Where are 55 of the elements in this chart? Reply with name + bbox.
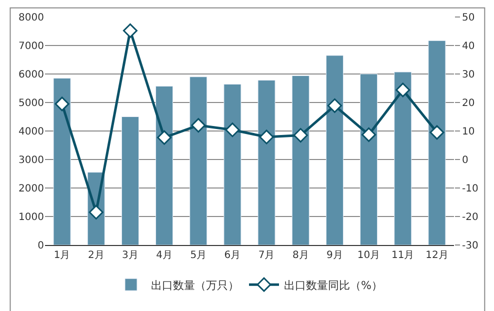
- x-tick-label: 1月: [54, 250, 70, 261]
- y2-tick-label: -10: [462, 184, 478, 194]
- bar: [428, 40, 446, 245]
- point: [327, 98, 342, 113]
- bar: [292, 75, 310, 245]
- y2-tick-label: 40: [462, 41, 475, 52]
- y2-tick-label: 30: [462, 70, 475, 80]
- y2-tick-label: 10: [462, 126, 475, 138]
- point: [191, 118, 206, 133]
- y2-tick-label: 50: [462, 12, 475, 24]
- y2-tick-label: -30: [462, 240, 478, 252]
- legend-label: 出口数量（万只）: [151, 278, 239, 292]
- y-tick-label: 6000: [18, 70, 44, 80]
- point: [54, 96, 70, 112]
- bar: [258, 80, 276, 245]
- y2-tick-label: 20: [462, 98, 475, 109]
- x-tick-label: 2月: [88, 250, 104, 261]
- x-tick-label: 3月: [122, 250, 138, 261]
- bar: [360, 74, 378, 245]
- y2-tick-label: 0: [462, 155, 468, 166]
- bar: [121, 116, 139, 245]
- y-tick-label: 2000: [18, 184, 44, 194]
- y-tick-label: 0: [38, 240, 44, 252]
- point: [225, 122, 240, 138]
- y-tick-label: 3000: [18, 155, 44, 166]
- point: [157, 130, 172, 145]
- x-tick-label: 9月: [326, 250, 343, 261]
- point: [396, 82, 410, 98]
- bar: [326, 55, 344, 245]
- y-tick-label: 1000: [18, 212, 44, 223]
- point: [88, 204, 104, 220]
- x-tick-label: 7月: [258, 250, 275, 261]
- y-tick-label: 4000: [18, 126, 44, 138]
- x-tick-label: 10月: [357, 250, 380, 261]
- point: [293, 128, 308, 143]
- point: [259, 130, 274, 144]
- bar: [53, 78, 71, 245]
- x-tick-label: 11月: [392, 250, 414, 261]
- y-tick-label: 7000: [18, 41, 44, 52]
- bar: [190, 76, 208, 245]
- y-tick-label: 5000: [18, 98, 44, 109]
- bar: [394, 72, 412, 245]
- point: [430, 125, 444, 140]
- y2-tick-label: -20: [462, 212, 478, 223]
- bar: [156, 86, 174, 245]
- legend-label: 出口数量同比（%）: [284, 278, 382, 292]
- y-tick-label: 8000: [18, 12, 44, 24]
- x-tick-label: 12月: [426, 250, 448, 261]
- x-tick-label: 4月: [156, 250, 172, 261]
- point: [122, 23, 138, 38]
- bar: [224, 84, 242, 245]
- x-tick-label: 8月: [292, 250, 309, 261]
- x-tick-label: 6月: [224, 250, 241, 261]
- x-tick-label: 5月: [190, 250, 207, 261]
- point: [362, 127, 376, 142]
